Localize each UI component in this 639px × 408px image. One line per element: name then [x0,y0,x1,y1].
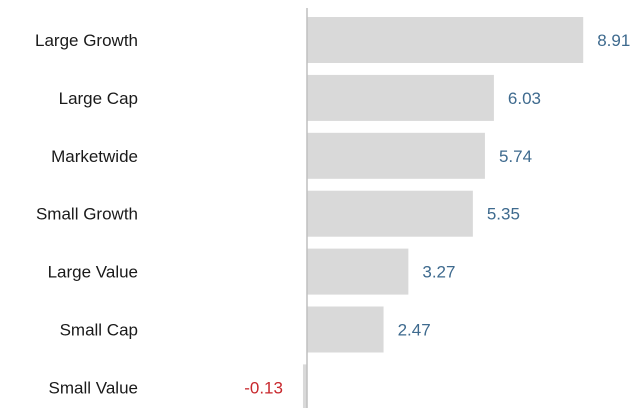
bar-marketwide [307,132,485,179]
value-label-marketwide: 5.74 [499,147,532,166]
bar-large-value [307,248,409,295]
value-label-large-cap: 6.03 [508,89,541,108]
value-labels-group: 8.91 6.03 5.74 5.35 3.27 2.47 -0.13 [244,31,630,397]
bars-group [302,17,584,408]
category-label-small-cap: Small Cap [60,321,138,340]
value-label-small-value: -0.13 [244,378,283,397]
value-label-small-cap: 2.47 [398,321,431,340]
value-label-small-growth: 5.35 [487,205,520,224]
category-label-large-value: Large Value [48,263,138,282]
bar-large-growth [307,17,584,63]
category-labels-group: Large Growth Large Cap Marketwide Small Gro… [35,31,138,397]
bar-small-cap [307,306,384,353]
category-label-large-growth: Large Growth [35,31,138,50]
value-label-large-value: 3.27 [422,263,455,282]
bar-large-cap [307,74,494,121]
value-label-large-growth: 8.91 [597,31,630,50]
category-label-large-cap: Large Cap [59,89,138,108]
bar-small-value [302,364,307,408]
category-label-marketwide: Marketwide [51,147,138,166]
category-label-small-value: Small Value [49,378,138,397]
bar-small-growth [307,190,473,237]
category-label-small-growth: Small Growth [36,205,138,224]
